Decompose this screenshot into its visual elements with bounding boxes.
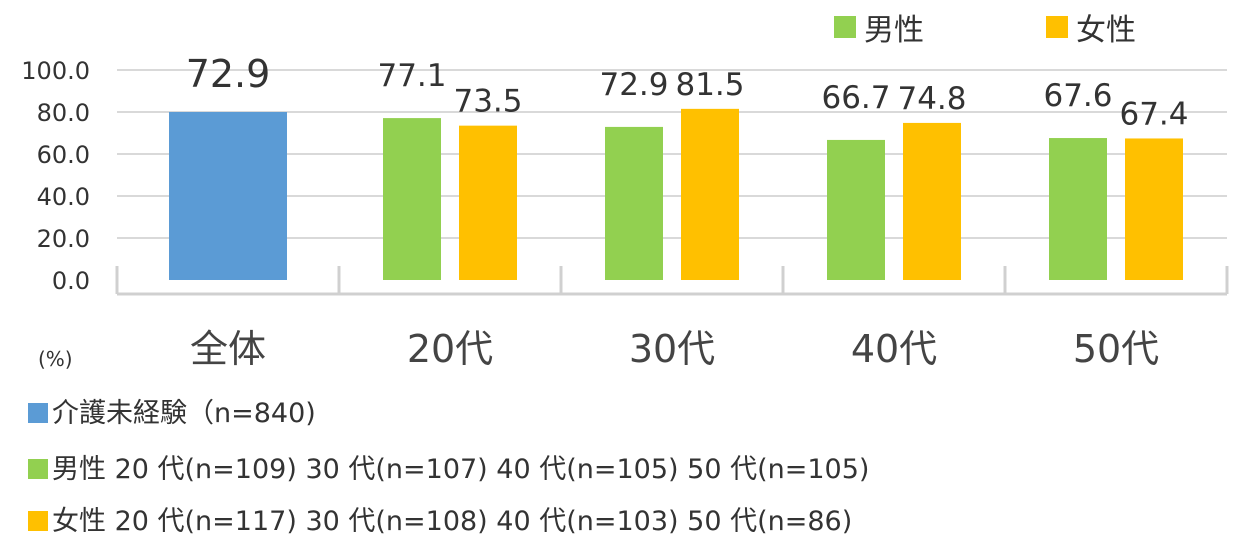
bar-chart: 0.0 20.0 40.0 60.0 80.0 100.0 72.9 全体 77.173.5 20…: [21, 13, 1229, 371]
legend-swatch: [1046, 16, 1068, 38]
footnote-female: 女性 20 代(n=117) 30 代(n=108) 40 代(n=103) 5…: [28, 506, 852, 538]
bar: [459, 125, 517, 281]
y-tick-label: 40.0: [37, 183, 90, 211]
bar: [383, 118, 441, 280]
y-axis-label: (%): [38, 347, 73, 371]
data-label: 73.5: [453, 84, 522, 120]
legend-label: 男性: [864, 13, 924, 48]
bar: [1049, 138, 1107, 280]
data-label: 74.8: [897, 81, 966, 117]
y-tick-label: 20.0: [37, 225, 90, 253]
bar: [827, 139, 885, 280]
data-label: 66.7: [821, 80, 890, 116]
y-tick-label: 100.0: [21, 57, 90, 85]
footnote-swatch-female: [28, 511, 48, 531]
footnote-swatch-male: [28, 459, 48, 479]
footnote-text-male: 男性 20 代(n=109) 30 代(n=107) 40 代(n=105) 5…: [52, 454, 870, 485]
footnote-overall: 介護未経験（n=840): [28, 398, 316, 430]
bar: [169, 112, 287, 280]
bar: [681, 108, 739, 280]
x-tick-label: 全体: [190, 327, 266, 371]
data-label: 72.9: [186, 52, 271, 96]
data-label: 81.5: [675, 67, 744, 103]
y-tick-label: 60.0: [37, 141, 90, 169]
legend-label: 女性: [1076, 13, 1136, 48]
y-tick-label: 80.0: [37, 99, 90, 127]
bar: [605, 126, 663, 280]
data-label: 77.1: [377, 58, 446, 94]
legend-swatch: [834, 16, 856, 38]
footnote-male: 男性 20 代(n=109) 30 代(n=107) 40 代(n=105) 5…: [28, 454, 869, 486]
data-label: 67.6: [1043, 78, 1112, 114]
footnote-text-female: 女性 20 代(n=117) 30 代(n=108) 40 代(n=103) 5…: [52, 506, 853, 537]
data-label: 72.9: [599, 67, 668, 103]
x-tick-label: 20代: [407, 327, 493, 371]
footnote-text-overall: 介護未経験（n=840): [52, 398, 316, 429]
data-label: 67.4: [1119, 96, 1188, 132]
footnote-swatch-overall: [28, 403, 48, 423]
x-tick-label: 30代: [629, 327, 715, 371]
y-tick-label: 0.0: [52, 267, 90, 295]
x-tick-label: 50代: [1073, 327, 1159, 371]
bar: [903, 122, 961, 280]
bar: [1125, 138, 1183, 280]
x-tick-label: 40代: [851, 327, 937, 371]
